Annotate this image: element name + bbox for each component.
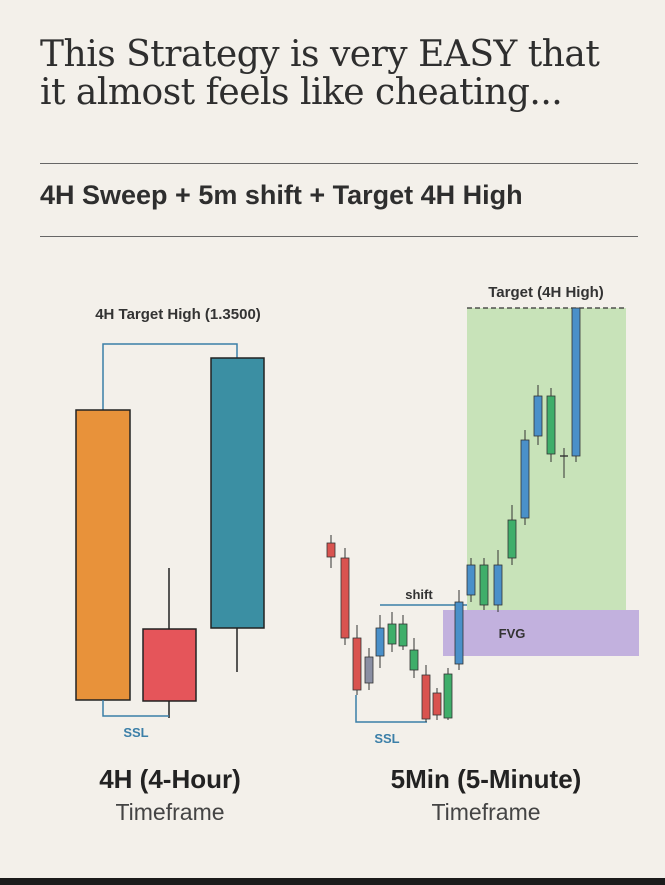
headline: This Strategy is very EASY that it almos… [40,36,640,112]
ssl-bracket-right [355,695,427,723]
m5-candle [443,673,453,719]
m5-candle [546,395,556,455]
m5-candle [421,674,431,720]
fvg-zone [443,610,639,656]
five-minute-chart: Target (4H High) FVG shift SSL [326,284,639,746]
m5-candle [326,542,336,558]
four-hour-chart: 4H Target High (1.3500) SSL [75,306,265,740]
m5-candle [466,564,476,596]
ssl-bracket-left [102,700,169,717]
headline-line-1: This Strategy is very EASY that [40,34,600,75]
target-label: Target (4H High) [488,284,604,301]
bottom-divider [40,236,638,237]
m5-candle [479,564,489,606]
five-minute-candles [326,307,581,722]
m5-candle [533,395,543,437]
red-candle [142,628,197,702]
left-caption: 4H (4-Hour) Timeframe [40,764,300,826]
teal-candle [210,357,265,629]
ssl-label-left: SSL [123,725,148,740]
target-high-label: 4H Target High (1.3500) [95,306,261,323]
left-caption-sub: Timeframe [115,799,225,825]
right-caption: 5Min (5-Minute) Timeframe [356,764,616,826]
ssl-label-right: SSL [374,731,399,746]
top-divider [40,163,638,164]
right-caption-title: 5Min (5-Minute) [390,764,582,794]
bottom-bar [0,878,665,885]
m5-candle [364,656,374,684]
m5-candle [454,601,464,665]
m5-candle [409,649,419,671]
fvg-label: FVG [499,626,526,641]
m5-candle [340,557,350,639]
shift-label: shift [405,587,433,602]
m5-candle [432,692,442,716]
right-caption-sub: Timeframe [431,799,541,825]
m5-candle [507,519,517,559]
headline-line-2: it almost feels like cheating... [40,72,563,113]
left-caption-title: 4H (4-Hour) [99,764,241,794]
subtitle: 4H Sweep + 5m shift + Target 4H High [40,180,523,210]
m5-candle [375,627,385,657]
m5-candle [352,637,362,691]
m5-candle [387,623,397,645]
m5-candle [493,564,503,606]
orange-candle [75,409,131,701]
m5-candle [520,439,530,519]
m5-candle [398,623,408,647]
target-high-bracket [102,343,238,410]
m5-candle [571,307,581,457]
target-zone [467,308,626,610]
